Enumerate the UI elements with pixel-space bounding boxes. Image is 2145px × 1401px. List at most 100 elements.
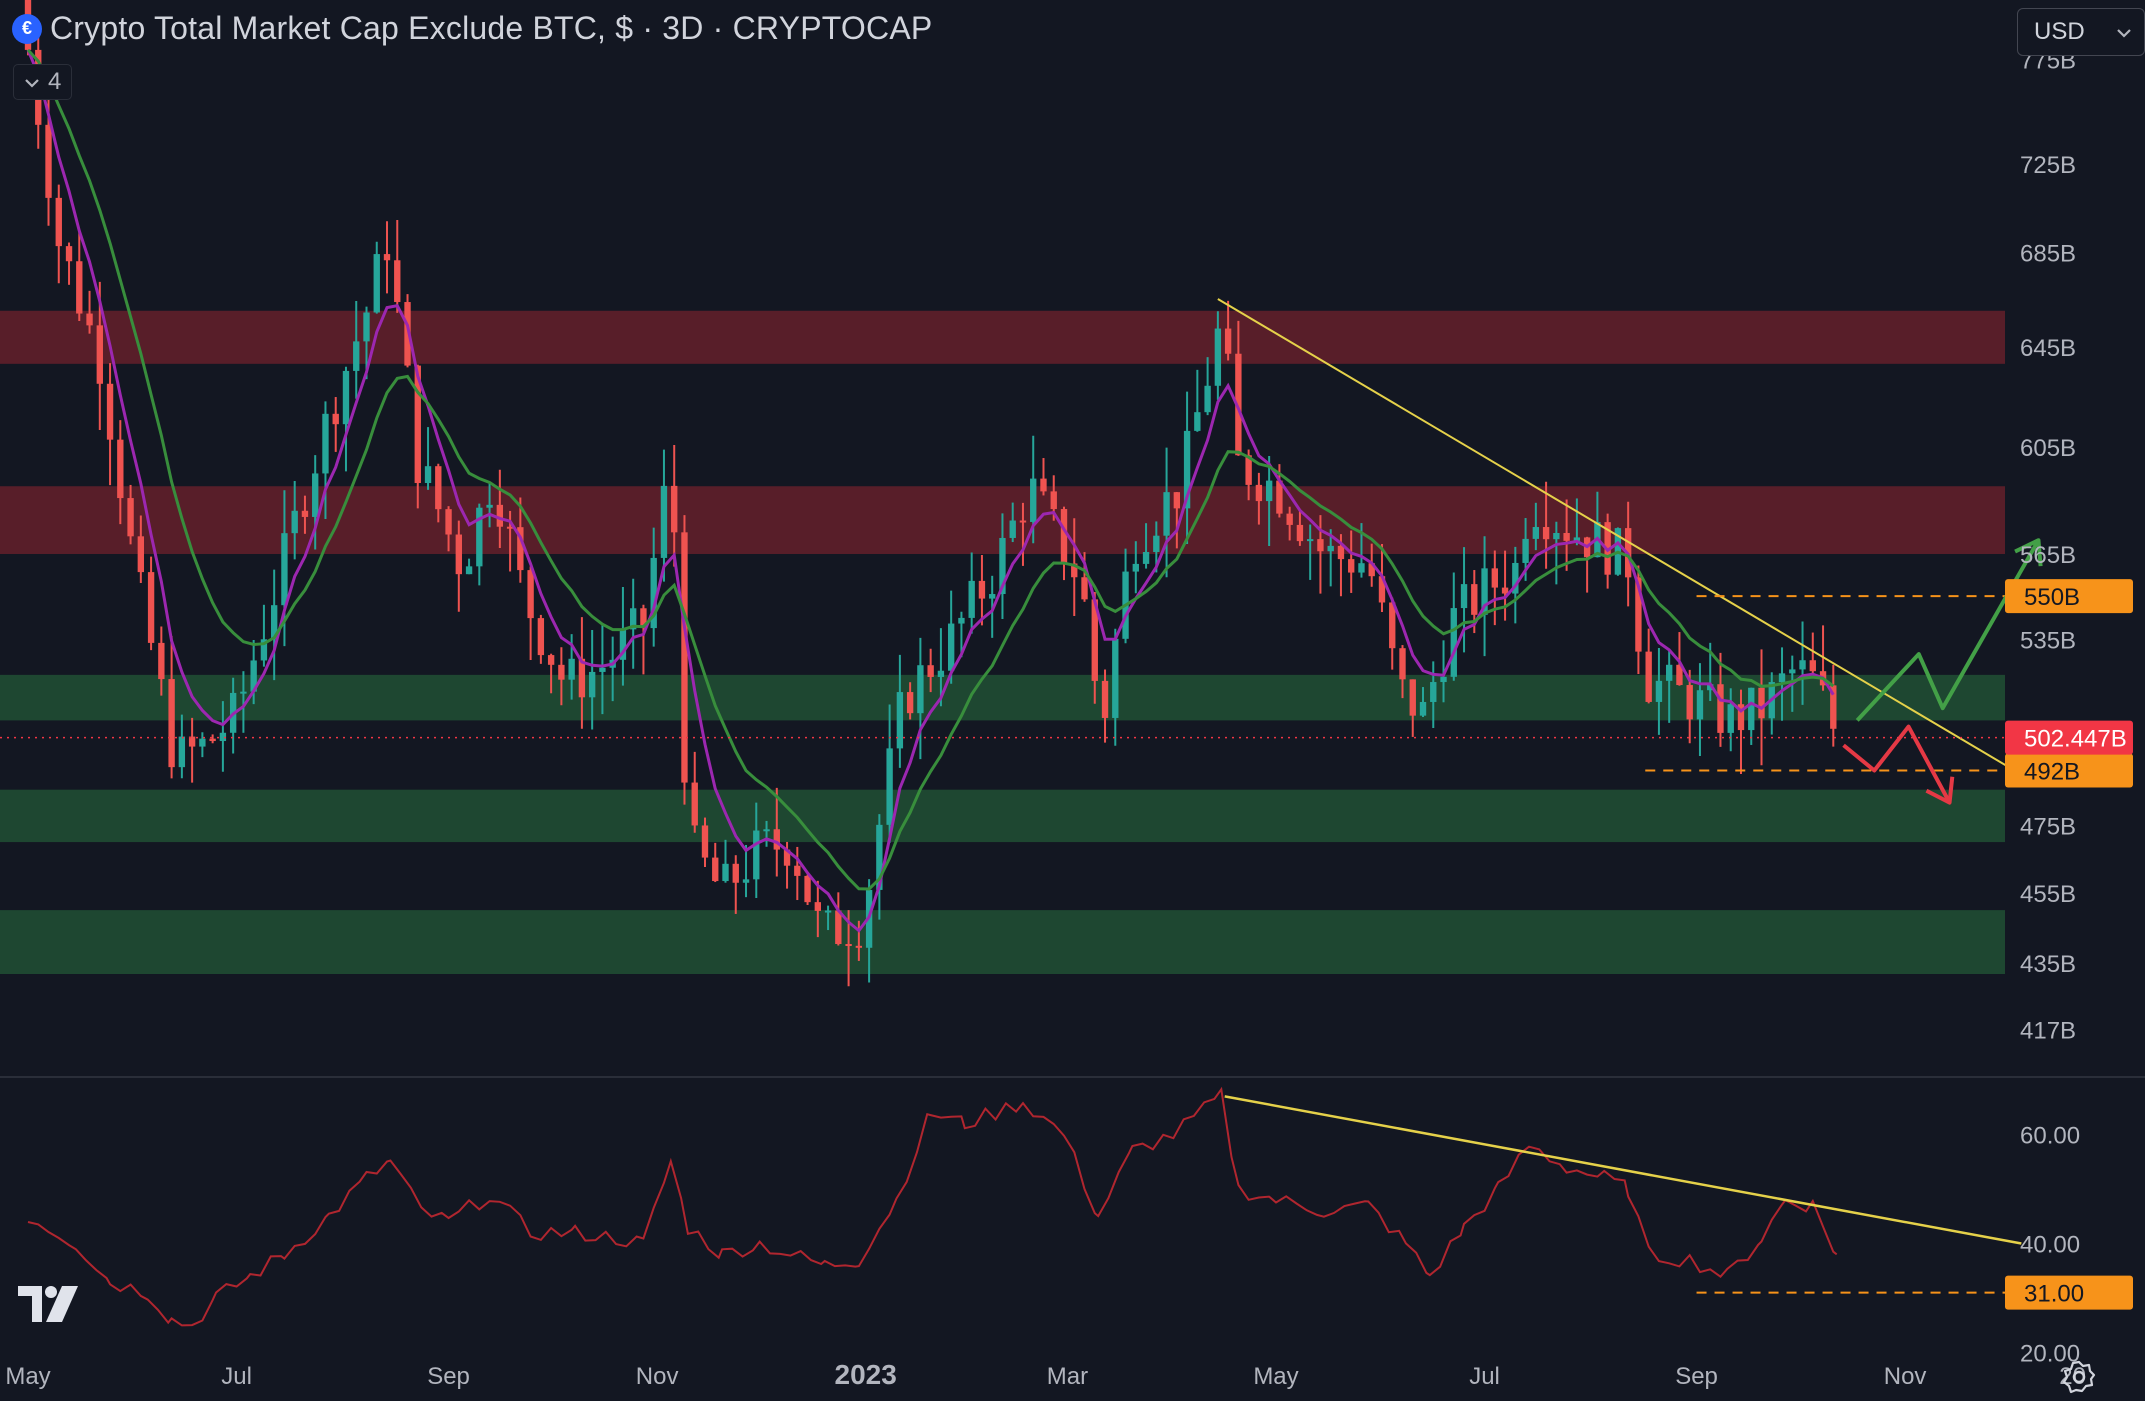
- support-zone-3: [0, 789, 2005, 843]
- candle-body: [681, 532, 688, 783]
- candle-body: [281, 533, 288, 606]
- candle-body: [537, 618, 545, 656]
- candle-body: [1183, 430, 1191, 509]
- candle-body: [1255, 484, 1263, 502]
- candle-body: [794, 865, 801, 876]
- tradingview-logo-icon[interactable]: [18, 1286, 80, 1322]
- candle-body: [76, 261, 83, 314]
- collapse-indicators-button[interactable]: 4: [13, 64, 73, 100]
- candle-body: [1799, 660, 1806, 670]
- x-tick-label: 2023: [835, 1359, 897, 1390]
- candle-body: [999, 537, 1006, 595]
- candle-body: [383, 254, 391, 261]
- candle-body: [968, 580, 975, 618]
- last-price-tag: 502.447B: [2005, 720, 2133, 755]
- candle-body: [86, 313, 93, 326]
- rsi-level-tag-label: 31.00: [2024, 1281, 2084, 1308]
- candle-body: [619, 629, 627, 660]
- candle-body: [1727, 704, 1734, 733]
- candle: [1173, 492, 1181, 549]
- candle-body: [1081, 577, 1088, 600]
- candle: [1450, 572, 1457, 681]
- candle-body: [1666, 664, 1673, 681]
- candle: [1348, 530, 1355, 593]
- candle-body: [1378, 576, 1386, 603]
- currency-label: USD: [2034, 18, 2085, 45]
- candle-body: [1306, 539, 1314, 542]
- candle-body: [753, 830, 760, 880]
- y-tick-label: 605B: [2020, 435, 2076, 462]
- candle: [465, 558, 473, 575]
- candle: [1542, 481, 1550, 569]
- rsi-y-tick-label: 20.00: [2020, 1341, 2080, 1368]
- candle-body: [1645, 651, 1652, 702]
- candle-body: [1132, 563, 1139, 572]
- candle: [383, 221, 391, 294]
- y-tick-label: 435B: [2020, 951, 2076, 978]
- candle: [158, 626, 165, 696]
- candle: [1327, 529, 1334, 587]
- candle: [1491, 550, 1498, 626]
- candle-body: [1389, 602, 1396, 649]
- candle: [137, 515, 145, 584]
- candle-body: [1758, 687, 1765, 719]
- candle-body: [783, 849, 791, 866]
- x-tick-label: May: [1253, 1363, 1298, 1390]
- candle-body: [55, 197, 62, 247]
- bullish-projection-arrow: [1855, 539, 2041, 722]
- candle: [1532, 502, 1540, 551]
- ema-slow-line: [26, 48, 1835, 891]
- candle: [1071, 518, 1078, 616]
- candle-body: [722, 863, 729, 882]
- candle-body: [763, 829, 770, 832]
- candle: [1501, 550, 1509, 621]
- candle-body: [435, 466, 442, 510]
- candle-body: [117, 439, 124, 499]
- candle-body: [845, 944, 852, 947]
- axis-layer: 775B725B685B645B605B565B535B475B455B435B…: [5, 47, 2133, 1390]
- candle: [1748, 687, 1755, 745]
- settings-gear-icon[interactable]: [2061, 1359, 2097, 1395]
- candle-body: [640, 608, 647, 629]
- candle-body: [476, 507, 483, 567]
- candle-body: [209, 738, 216, 742]
- bearish-arrow-head: [1925, 776, 1955, 805]
- candle: [199, 732, 206, 758]
- candle-body: [1101, 680, 1109, 718]
- candle: [1666, 650, 1673, 723]
- candle-body: [178, 736, 186, 768]
- candle-body: [927, 665, 934, 677]
- candle-body: [1153, 535, 1160, 553]
- candle: [1060, 506, 1068, 581]
- candle-body: [424, 466, 432, 484]
- candle-body: [1204, 385, 1211, 413]
- candle-body: [1635, 577, 1642, 652]
- candle: [106, 363, 114, 486]
- rsi-level-tag: 31.00: [2005, 1275, 2133, 1310]
- candle-body: [394, 260, 401, 303]
- candle: [1737, 689, 1745, 774]
- candle: [547, 653, 555, 694]
- candle-body: [342, 370, 350, 425]
- candle: [1553, 521, 1560, 585]
- x-tick-label: May: [5, 1363, 50, 1390]
- x-tick-label: Jul: [221, 1363, 252, 1390]
- candle-body: [1563, 532, 1570, 541]
- candle-body: [301, 510, 309, 517]
- candle-body: [947, 623, 955, 671]
- candle: [1696, 663, 1704, 757]
- currency-select[interactable]: USD: [2017, 8, 2145, 56]
- candle: [1409, 679, 1416, 737]
- chevron-down-icon: [2116, 18, 2132, 46]
- candle: [937, 628, 945, 707]
- chevron-down-icon: [24, 68, 40, 96]
- candle-body: [671, 485, 678, 533]
- candle-body: [332, 413, 339, 425]
- candle: [804, 874, 811, 905]
- x-tick-label: Nov: [1884, 1363, 1927, 1390]
- support-zone-4: [0, 910, 2005, 975]
- y-tick-label: 565B: [2020, 542, 2076, 569]
- candle: [1830, 664, 1837, 747]
- candle-body: [188, 736, 196, 747]
